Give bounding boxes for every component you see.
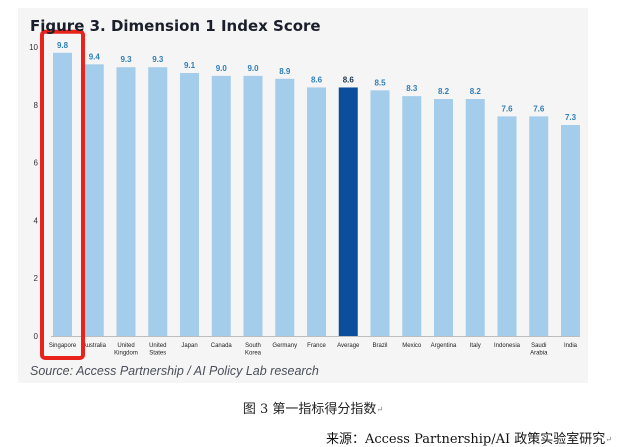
x-tick-label: Korea xyxy=(245,351,262,357)
data-label: 9.0 xyxy=(216,64,228,73)
data-label: 8.6 xyxy=(311,75,323,84)
paragraph-mark-icon: ↵ xyxy=(605,435,612,444)
figure-caption-cn-text: 图 3 第一指标得分指数 xyxy=(242,402,377,417)
source-note-cn: 来源：Access Partnership/AI 政策实验室研究↵ xyxy=(326,428,612,447)
bar-saudi-arabia xyxy=(529,116,549,336)
bar-average xyxy=(338,87,358,337)
x-tick-label: Canada xyxy=(211,343,233,349)
data-label: 9.3 xyxy=(152,55,164,64)
data-label: 9.4 xyxy=(89,52,101,61)
x-tick-label: Average xyxy=(337,343,360,349)
bar-germany xyxy=(275,78,295,336)
data-label: 8.2 xyxy=(438,87,450,96)
data-label: 9.1 xyxy=(184,61,196,70)
highlight-box xyxy=(40,29,85,361)
x-tick-label: United xyxy=(117,343,134,349)
bar-singapore xyxy=(53,52,72,336)
bar-france xyxy=(307,87,326,337)
x-tick-label: Arabia xyxy=(530,351,548,357)
x-tick-label: Japan xyxy=(181,343,197,349)
x-tick-label: States xyxy=(149,351,166,357)
bar-canada xyxy=(211,75,231,337)
x-tick-label: United xyxy=(149,343,166,349)
source-note-cn-text: 来源：Access Partnership/AI 政策实验室研究 xyxy=(325,432,606,447)
data-label: 7.6 xyxy=(533,104,545,113)
x-tick-label: Indonesia xyxy=(494,343,521,349)
x-tick-label: Saudi xyxy=(531,343,546,349)
data-label: 8.9 xyxy=(279,67,291,76)
bar-chart: 0 2 4 6 8 10 9.8 Singapore 9.4 Australia 9.3 United… xyxy=(29,29,580,361)
bar-united-states xyxy=(148,67,168,337)
y-tick-label: 2 xyxy=(34,274,39,283)
data-label: 8.6 xyxy=(343,75,355,84)
y-tick-label: 10 xyxy=(29,43,38,52)
figure-title: Figure 3. Dimension 1 Index Score xyxy=(30,17,321,35)
data-label: 9.0 xyxy=(247,64,259,73)
figure-panel: 0 2 4 6 8 10 9.8 Singapore 9.4 Australia 9.3 United… xyxy=(18,8,588,383)
x-tick-label: Australia xyxy=(83,343,107,349)
x-tick-label: Italy xyxy=(470,343,481,349)
x-tick-label: France xyxy=(307,343,326,349)
x-tick-label: Argentina xyxy=(431,343,457,349)
x-tick-label: Kingdom xyxy=(114,351,138,357)
x-tick-label: Germany xyxy=(272,343,297,349)
x-tick-label: Singapore xyxy=(49,343,77,349)
bar-south-korea xyxy=(243,75,263,337)
bar-argentina xyxy=(434,99,453,337)
bar-australia xyxy=(84,64,104,336)
data-label: 7.3 xyxy=(565,113,577,122)
bar-italy xyxy=(465,99,485,337)
bar-india xyxy=(561,125,580,336)
x-tick-label: Mexico xyxy=(402,343,422,349)
figure-source: Source: Access Partnership / AI Policy L… xyxy=(30,364,319,378)
x-tick-label: South xyxy=(245,343,261,349)
figure-caption-cn: 图 3 第一指标得分指数↵ xyxy=(0,398,626,417)
paragraph-mark-icon: ↵ xyxy=(376,405,384,414)
bar-japan xyxy=(180,73,199,336)
bar-brazil xyxy=(370,90,390,336)
y-tick-label: 6 xyxy=(34,159,39,168)
bar-indonesia xyxy=(497,116,517,336)
data-label: 8.5 xyxy=(374,78,386,87)
y-tick-label: 0 xyxy=(34,332,39,341)
bar-mexico xyxy=(402,96,422,336)
x-tick-label: India xyxy=(564,343,578,349)
y-tick-label: 8 xyxy=(34,101,39,110)
bar-united-kingdom xyxy=(116,67,136,337)
data-label: 8.2 xyxy=(470,87,482,96)
data-label: 7.6 xyxy=(501,104,513,113)
data-label: 8.3 xyxy=(406,84,418,93)
data-label: 9.3 xyxy=(120,55,132,64)
data-label: 9.8 xyxy=(57,41,69,50)
y-tick-label: 4 xyxy=(34,216,39,225)
x-tick-label: Brazil xyxy=(372,343,387,349)
